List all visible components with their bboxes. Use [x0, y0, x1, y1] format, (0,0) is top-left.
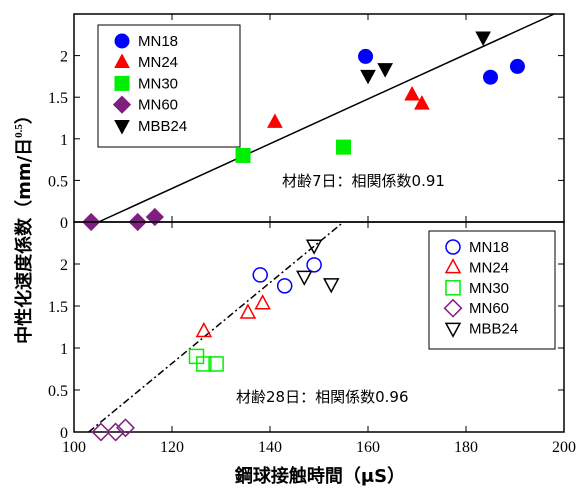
bottom-point-mbb24 [296, 270, 313, 286]
bottom-y-tick-label: 1.5 [48, 299, 68, 316]
x-tick-label: 200 [552, 439, 576, 456]
top-point-mbb24 [377, 63, 393, 78]
bottom-point-mn18 [276, 278, 293, 294]
x-tick-label: 120 [160, 439, 184, 456]
bottom-point-mn24 [195, 321, 213, 338]
top-legend-marker-mn60 [112, 95, 132, 114]
top-legend-marker-mn30 [114, 75, 130, 91]
top-y-tick-label: 1 [60, 132, 68, 149]
top-y-tick-label: 0 [60, 215, 68, 232]
top-legend: MN18 MN24 MN30 MN60 MBB24 [97, 24, 241, 148]
bottom-legend-marker-mn30 [445, 280, 461, 296]
bottom-trendline-path [88, 221, 344, 433]
top-y-tick-label: 0.5 [48, 173, 68, 190]
bottom-legend-label: MN24 [469, 259, 509, 276]
svg-text:中性化速度係数（mm/日0.5）: 中性化速度係数（mm/日0.5） [13, 106, 35, 344]
bottom-annotation: 材齢28日：相関係数0.96 [236, 388, 409, 406]
top-data-points [82, 31, 525, 232]
top-y-tick-label: 1.5 [48, 90, 68, 107]
bottom-legend-marker-mbb24 [444, 322, 462, 338]
bottom-panel: 100 120 140 160 180 200 0 0.5 1 1.5 2 MN18 MN24 MN30… [48, 221, 576, 456]
y-axis-title-sup: 0.5 [13, 124, 25, 138]
y-axis-title-close: ） [14, 106, 35, 124]
bottom-legend-marker-mn18 [445, 239, 461, 255]
top-legend-label: MN30 [138, 75, 178, 92]
bottom-plot-frame [73, 221, 565, 433]
x-tick-label: 100 [62, 439, 86, 456]
bottom-y-tick-label: 1 [60, 341, 68, 358]
bottom-y-tick-label: 0.5 [48, 383, 68, 400]
top-point-mn24 [414, 95, 430, 110]
y-axis-title-main: 中性化速度係数（mm/日 [13, 138, 35, 344]
bottom-point-mn60 [115, 418, 135, 438]
bottom-point-mn60 [106, 422, 126, 442]
bottom-point-mn18 [306, 257, 322, 273]
top-trendline [98, 13, 555, 223]
bottom-point-mn30 [208, 356, 224, 372]
bottom-point-mn30 [196, 356, 212, 372]
x-tick-label: 160 [356, 439, 380, 456]
bottom-y-tick-label: 0 [60, 425, 68, 442]
top-legend-marker-mn18 [114, 33, 130, 49]
bottom-legend-label: MBB24 [469, 321, 518, 338]
top-point-mbb24 [475, 31, 491, 47]
top-point-mn30 [336, 139, 351, 155]
bottom-point-mbb24 [322, 278, 340, 294]
bottom-point-mbb24 [305, 239, 323, 255]
top-point-mn24 [267, 113, 283, 128]
bottom-legend-label: MN60 [469, 300, 509, 317]
top-legend-marker-mbb24 [114, 120, 130, 135]
top-legend-label: MBB24 [138, 118, 187, 135]
top-point-mn18 [483, 69, 498, 85]
top-legend-label: MN60 [138, 97, 178, 114]
bottom-legend: MN18 MN24 MN30 MN60 MBB24 [428, 230, 556, 350]
top-axis-ticks: 0 0.5 1 1.5 2 [48, 14, 565, 232]
bottom-legend-label: MN30 [469, 280, 509, 297]
top-point-mbb24 [360, 69, 376, 85]
bottom-y-tick-label: 2 [60, 257, 68, 274]
top-legend-label: MN24 [138, 54, 178, 71]
bottom-point-mn24 [239, 303, 257, 319]
bottom-legend-label: MN18 [469, 239, 509, 256]
x-tick-label: 180 [454, 439, 478, 456]
bottom-axis-ticks: 100 120 140 160 180 200 0 0.5 1 1.5 2 [48, 222, 576, 456]
bottom-point-mn24 [254, 294, 271, 310]
top-panel: 0 0.5 1 1.5 2 MN18 MN24 MN30 MN60 MBB24 材齢7日：相関係… [48, 13, 565, 232]
top-y-tick-label: 2 [60, 49, 68, 66]
top-point-mn24 [404, 85, 420, 101]
x-tick-label: 140 [258, 439, 282, 456]
bottom-legend-marker-mn24 [444, 258, 462, 274]
top-point-mn30 [235, 147, 251, 163]
top-point-mn18 [509, 58, 525, 74]
bottom-data-points [91, 239, 340, 442]
bottom-trendline [88, 221, 344, 433]
top-trendline-path [98, 13, 555, 223]
top-point-mn60 [145, 207, 164, 227]
bottom-point-mn18 [252, 267, 268, 283]
top-point-mn18 [358, 48, 374, 64]
top-annotation: 材齢7日：相関係数0.91 [282, 172, 445, 190]
x-axis-title: 鋼球接触時間（μS） [234, 465, 405, 487]
bottom-point-mn60 [91, 422, 111, 442]
top-legend-marker-mn24 [114, 53, 130, 68]
bottom-legend-marker-mn60 [443, 298, 463, 318]
y-axis-title: 中性化速度係数（mm/日0.5） [13, 106, 35, 344]
top-legend-label: MN18 [138, 33, 178, 50]
